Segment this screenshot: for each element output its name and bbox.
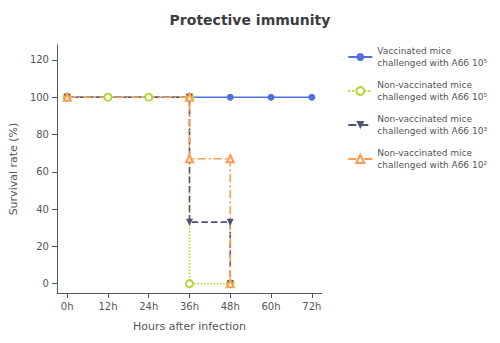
svg-text:0h: 0h bbox=[61, 301, 74, 312]
svg-text:60h: 60h bbox=[262, 301, 281, 312]
svg-text:Non-vaccinated mice: Non-vaccinated mice bbox=[377, 148, 472, 158]
svg-text:36h: 36h bbox=[180, 301, 199, 312]
svg-text:challenged with A66 10⁵: challenged with A66 10⁵ bbox=[377, 58, 487, 68]
svg-text:60: 60 bbox=[36, 166, 49, 177]
svg-text:Hours after infection: Hours after infection bbox=[133, 320, 246, 333]
svg-text:24h: 24h bbox=[139, 301, 158, 312]
svg-text:Non-vaccinated mice: Non-vaccinated mice bbox=[377, 80, 472, 90]
svg-text:48h: 48h bbox=[221, 301, 240, 312]
svg-text:40: 40 bbox=[36, 204, 49, 215]
svg-text:80: 80 bbox=[36, 129, 49, 140]
svg-text:120: 120 bbox=[30, 54, 49, 65]
svg-text:100: 100 bbox=[30, 92, 49, 103]
svg-text:Vaccinated mice: Vaccinated mice bbox=[377, 46, 451, 56]
svg-text:challenged with A66 10²: challenged with A66 10² bbox=[377, 160, 487, 170]
svg-text:Survival rate (%): Survival rate (%) bbox=[7, 123, 20, 216]
svg-text:Protective immunity: Protective immunity bbox=[170, 12, 331, 28]
svg-text:challenged with A66 10³: challenged with A66 10³ bbox=[377, 126, 487, 136]
svg-text:Non-vaccinated mice: Non-vaccinated mice bbox=[377, 114, 472, 124]
svg-text:12h: 12h bbox=[98, 301, 117, 312]
svg-text:0: 0 bbox=[43, 278, 49, 289]
svg-text:20: 20 bbox=[36, 241, 49, 252]
svg-text:challenged with A66 10⁵: challenged with A66 10⁵ bbox=[377, 92, 487, 102]
svg-text:72h: 72h bbox=[302, 301, 321, 312]
